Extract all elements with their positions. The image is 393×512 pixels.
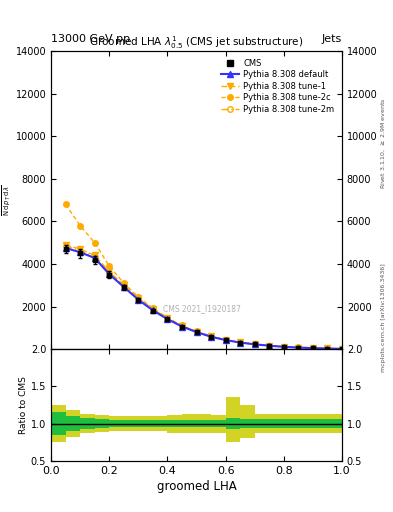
Legend: CMS, Pythia 8.308 default, Pythia 8.308 tune-1, Pythia 8.308 tune-2c, Pythia 8.3: CMS, Pythia 8.308 default, Pythia 8.308 … (217, 55, 338, 117)
Y-axis label: $\frac{1}{\mathrm{N}}\frac{\mathrm{d}^2\mathrm{N}}{\mathrm{d}\,p_T\,\mathrm{d}\,: $\frac{1}{\mathrm{N}}\frac{\mathrm{d}^2\… (0, 184, 13, 216)
Text: mcplots.cern.ch [arXiv:1306.3436]: mcplots.cern.ch [arXiv:1306.3436] (381, 263, 386, 372)
X-axis label: groomed LHA: groomed LHA (157, 480, 236, 493)
Text: 13000 GeV pp: 13000 GeV pp (51, 33, 130, 44)
Title: Groomed LHA $\lambda^{1}_{0.5}$ (CMS jet substructure): Groomed LHA $\lambda^{1}_{0.5}$ (CMS jet… (89, 34, 304, 51)
Text: Rivet 3.1.10, $\geq$ 2.9M events: Rivet 3.1.10, $\geq$ 2.9M events (379, 98, 387, 189)
Y-axis label: Ratio to CMS: Ratio to CMS (19, 376, 28, 434)
Text: Jets: Jets (321, 33, 342, 44)
Text: CMS 2021_I1920187: CMS 2021_I1920187 (163, 304, 241, 313)
